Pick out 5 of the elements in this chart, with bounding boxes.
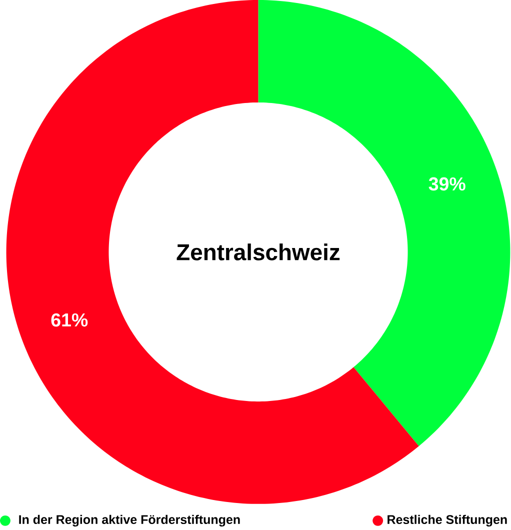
data-label: 39% — [428, 177, 466, 191]
legend-label: In der Region aktive Förderstiftungen — [19, 514, 240, 527]
legend-label: Restliche Stiftungen — [388, 514, 507, 527]
data-label: 61% — [51, 313, 88, 327]
text: Zentralschweiz — [176, 244, 340, 260]
